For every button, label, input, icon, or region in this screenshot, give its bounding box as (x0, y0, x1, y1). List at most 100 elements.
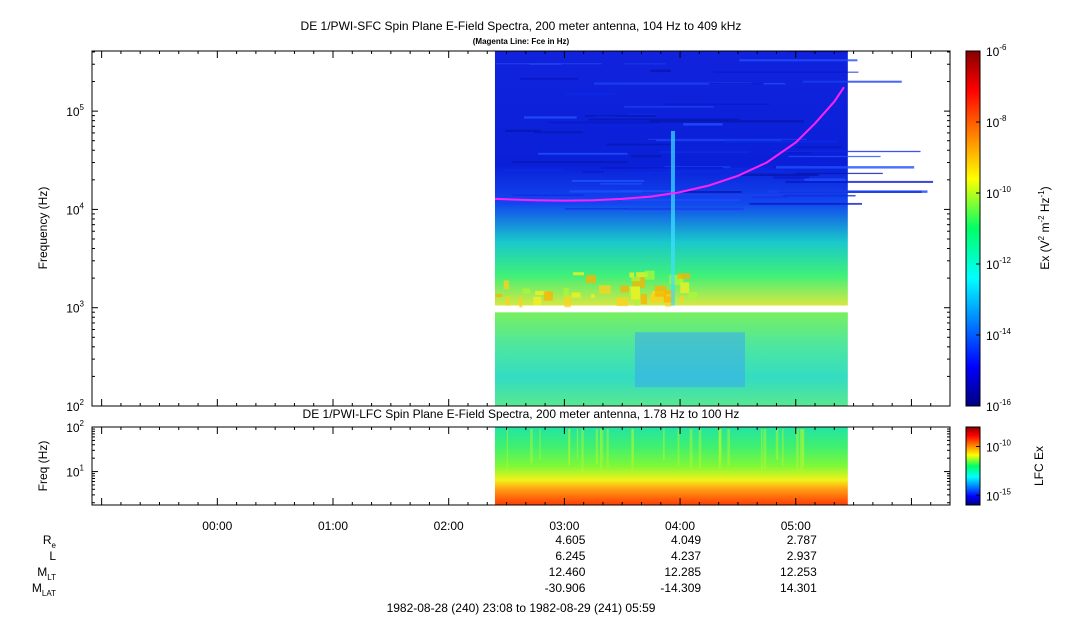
sfc-streak (804, 178, 846, 181)
colorbar-tick-label: 10-8 (986, 114, 1007, 130)
ephemeris-label: L (49, 549, 56, 563)
lfc-streak (799, 429, 802, 472)
sfc-intense-patch (650, 292, 655, 304)
sfc-streak (795, 172, 883, 175)
sfc-streak (658, 151, 750, 154)
panel1-y-label: Frequency (Hz) (36, 187, 50, 270)
ephemeris-value: 12.285 (664, 565, 701, 579)
sfc-streak (601, 167, 723, 169)
sfc-streak (624, 63, 666, 65)
sfc-intense-patch (631, 277, 641, 282)
panel1-title: DE 1/PWI-SFC Spin Plane E-Field Spectra,… (301, 19, 742, 33)
lfc-streak (632, 429, 635, 465)
sfc-streak (600, 183, 642, 185)
sfc-streak (773, 176, 810, 179)
y-tick-label: 101 (66, 464, 84, 480)
lfc-streak (506, 429, 509, 471)
sfc-streak (672, 191, 742, 193)
time-tick-label: 02:00 (434, 519, 464, 533)
sfc-intense-patch (519, 296, 523, 308)
lfc-band (494, 427, 848, 505)
lfc-streak (595, 429, 599, 464)
panel1-subtitle: (Magenta Line: Fce in Hz) (473, 37, 570, 46)
sfc-intense-patch (651, 294, 664, 303)
sfc-intense-patch (680, 296, 685, 302)
sfc-streak (788, 155, 881, 158)
sfc-streak (606, 143, 673, 146)
y-tick-label: 102 (66, 419, 84, 435)
sfc-intense-patch (640, 294, 648, 305)
sfc-streak (627, 113, 656, 116)
panel2-colorbar (965, 426, 981, 506)
sfc-streak (631, 155, 662, 158)
ephemeris-value: -30.906 (545, 581, 586, 595)
sfc-streak (620, 199, 741, 201)
sfc-intense-patch (620, 285, 629, 293)
panel1-frame (91, 50, 951, 407)
lfc-streak (782, 429, 784, 466)
panel1-colorbar-ticks: 10-6 10-8 10-10 10-12 10-14 10-16 (976, 43, 1011, 414)
sfc-streak (649, 120, 804, 123)
sfc-intense-patch (585, 274, 597, 284)
panel2-spectrogram (494, 427, 848, 505)
sfc-streak (785, 180, 934, 183)
colorbar-tick-label: 10-10 (986, 439, 1011, 455)
sfc-streak (512, 194, 584, 197)
ephemeris-value: 2.787 (787, 533, 817, 547)
sfc-streak (533, 131, 584, 134)
ephemeris-value: 14.301 (780, 581, 817, 595)
sfc-streak (724, 140, 838, 143)
sfc-lower-blue-patch (634, 332, 745, 388)
sfc-streak (629, 207, 744, 211)
sfc-streak (628, 171, 683, 174)
panel2-frame (91, 426, 951, 506)
ephemeris-value: 12.460 (549, 565, 586, 579)
time-range-footer: 1982-08-28 (240) 23:08 to 1982-08-29 (24… (387, 601, 656, 615)
sfc-streak (783, 194, 856, 197)
colorbar-tick-label: 10-10 (986, 185, 1011, 201)
time-tick-label: 00:00 (202, 519, 232, 533)
y-tick-label: 104 (66, 201, 84, 217)
panel2-y-ticks: 101 102 (66, 419, 950, 504)
sfc-intense-patch (503, 280, 510, 290)
sfc-streak (787, 151, 811, 154)
sfc-streak (588, 118, 740, 121)
colorbar-tick-label: 10-14 (986, 327, 1011, 343)
lfc-streak (796, 429, 799, 472)
panel2-colorbar-ticks: 10-10 10-15 (976, 439, 1011, 503)
colorbar-tick-label: 10-16 (986, 398, 1011, 414)
sfc-intense-patch (505, 296, 510, 306)
lfc-streak (631, 429, 634, 471)
sfc-streak (739, 59, 858, 62)
ephemeris-value: 6.245 (555, 549, 585, 563)
sfc-intense-patch (495, 293, 503, 298)
lfc-streak (662, 429, 665, 461)
sfc-intense-patch (629, 272, 635, 278)
y-tick-label: 102 (66, 398, 84, 414)
ephemeris-value: 4.605 (555, 533, 585, 547)
colorbar-tick-label: 10-6 (986, 43, 1007, 59)
sfc-intense-patch (522, 288, 531, 294)
panel2-title: DE 1/PWI-LFC Spin Plane E-Field Spectra,… (303, 407, 740, 421)
ephemeris-value: 4.049 (671, 533, 701, 547)
sfc-intense-patch (663, 296, 675, 303)
sfc-streak (650, 69, 671, 73)
ephemeris-value: -14.309 (660, 581, 701, 595)
sfc-intense-patch (573, 272, 585, 276)
fce-line (494, 86, 845, 202)
sfc-intense-patch (590, 294, 595, 299)
panel1-x-ticks (101, 51, 951, 406)
sfc-streak (667, 170, 784, 173)
sfc-streak (621, 190, 675, 192)
y-tick-label: 103 (66, 300, 84, 316)
sfc-streak (503, 169, 566, 172)
sfc-streak (713, 71, 859, 73)
sfc-streak (505, 129, 541, 133)
y-tick-label: 105 (66, 103, 84, 119)
time-tick-label: 05:00 (781, 519, 811, 533)
lfc-streak (800, 429, 804, 472)
sfc-streak (502, 202, 630, 205)
sfc-streak (709, 82, 764, 85)
lfc-streak (689, 429, 693, 468)
sfc-intense-patch (563, 287, 569, 298)
